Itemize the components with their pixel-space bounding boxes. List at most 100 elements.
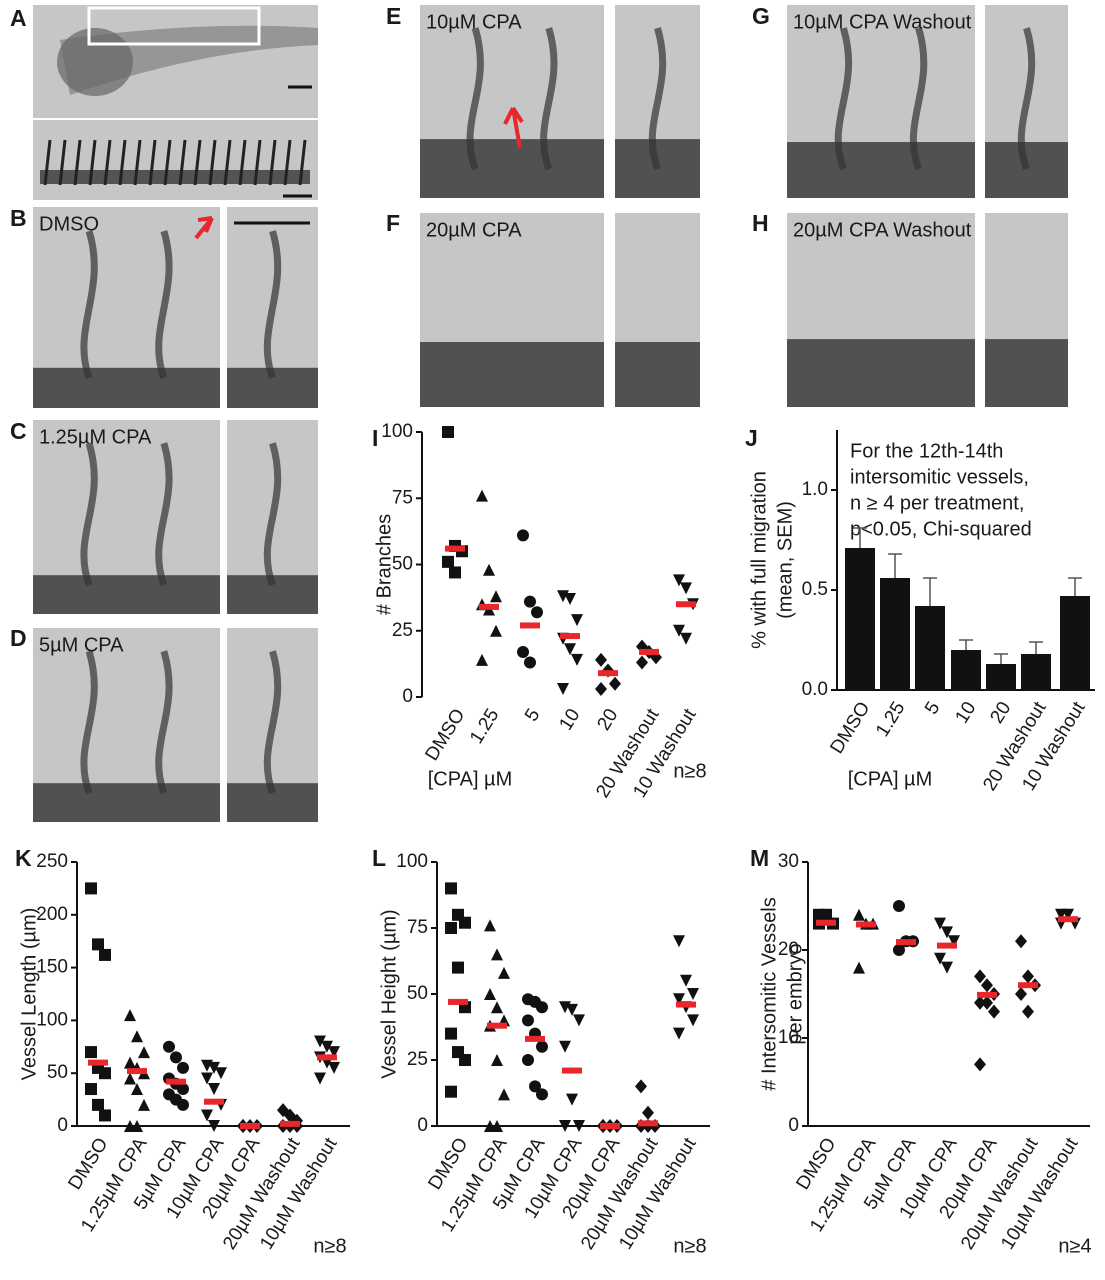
vessel <box>466 27 484 171</box>
data-point <box>1015 987 1027 1001</box>
vessel <box>909 27 928 171</box>
panel-label: 10µM CPA Washout <box>793 11 972 33</box>
tissue-band <box>33 367 220 408</box>
data-point <box>85 1083 97 1096</box>
data-point <box>941 926 953 939</box>
data-point <box>491 1054 503 1066</box>
mean-bar <box>598 670 618 677</box>
chart: M 0 10 20 30 # Intersomitic Vessels per embryo… <box>750 845 1092 1257</box>
panel-letter: A <box>10 5 27 31</box>
y-tick-label: 100 <box>36 1009 68 1030</box>
data-point <box>974 1057 986 1072</box>
bar <box>951 650 981 690</box>
data-point <box>1062 908 1074 921</box>
y-axis-label: Vessel Length (µm) <box>18 908 40 1081</box>
data-point <box>680 632 692 645</box>
y-tick-label: 25 <box>407 1049 428 1070</box>
data-point <box>1022 1004 1034 1019</box>
data-point <box>476 489 488 502</box>
data-point <box>934 952 946 965</box>
bar <box>1060 596 1090 690</box>
tissue-band <box>615 342 700 407</box>
data-point <box>138 1046 150 1059</box>
data-point <box>571 653 583 666</box>
data-point <box>673 574 685 587</box>
data-point <box>131 1030 143 1043</box>
y-axis-label: # Intersomitic Vessels <box>758 897 780 1090</box>
panel-letter: E <box>386 3 401 29</box>
data-point <box>484 919 496 932</box>
chart: J 0.0 0.5 1.0 % with full migration (mean, SE… <box>745 425 1095 795</box>
data-point <box>490 590 502 603</box>
data-point <box>163 1040 175 1053</box>
data-point <box>517 529 529 542</box>
y-tick-label: 0 <box>57 1115 68 1136</box>
panel-label: 1.25µM CPA <box>39 426 152 448</box>
y-tick-label: 0.0 <box>802 679 828 700</box>
vessel <box>263 230 282 380</box>
data-point <box>609 676 621 691</box>
data-point <box>524 656 536 669</box>
data-point <box>138 1098 150 1111</box>
data-point <box>893 900 905 912</box>
data-point <box>536 1088 548 1101</box>
mean-bar <box>816 919 836 926</box>
data-point <box>595 682 607 697</box>
data-point <box>177 1061 189 1074</box>
inset-box <box>87 6 261 46</box>
tissue-band <box>985 142 1068 198</box>
y-tick-label: 20 <box>778 939 799 960</box>
y-axis-label: Vessel Height (µm) <box>378 909 400 1078</box>
y-tick-label: 50 <box>407 983 428 1004</box>
panel-letter: L <box>372 845 386 871</box>
data-point <box>131 1083 143 1096</box>
error-bar <box>994 653 1008 664</box>
data-point <box>483 563 495 576</box>
tissue-band <box>33 575 220 614</box>
data-point <box>177 1098 189 1111</box>
mean-bar <box>676 601 696 608</box>
data-point <box>573 1014 585 1027</box>
data-point <box>314 1072 326 1085</box>
vessel <box>155 442 173 587</box>
panel-letter: M <box>750 845 769 871</box>
annotation: p<0.05, Chi-squared <box>850 518 1032 540</box>
data-point <box>92 938 104 951</box>
error-bar <box>888 553 902 578</box>
data-point <box>476 653 488 666</box>
sample-size-note: n≥8 <box>673 1235 706 1257</box>
red-arrow <box>194 216 214 240</box>
vessel <box>80 230 98 380</box>
data-point <box>673 1027 685 1040</box>
x-axis-label: [CPA] µM <box>428 768 513 790</box>
y-tick-label: 0 <box>417 1115 428 1136</box>
data-point <box>536 1001 548 1014</box>
x-tick-label: DMSO <box>826 698 874 757</box>
data-point <box>449 566 461 579</box>
data-point <box>208 1061 220 1074</box>
mean-bar <box>937 942 957 949</box>
annotation: intersomitic vessels, <box>850 466 1029 488</box>
mean-bar <box>520 622 540 629</box>
data-point <box>974 969 986 984</box>
panel-letter: C <box>10 418 27 444</box>
error-bar <box>1029 641 1043 654</box>
mean-bar <box>977 991 997 998</box>
annotation: For the 12th-14th <box>850 440 1003 462</box>
vessel <box>80 442 98 587</box>
y-tick-label: 200 <box>36 904 68 925</box>
y-tick-label: 25 <box>392 620 413 641</box>
data-point <box>124 1056 136 1069</box>
mean-bar <box>562 1067 582 1074</box>
vessel-array <box>43 139 307 186</box>
data-point <box>442 555 454 568</box>
panel-letter: J <box>745 425 758 451</box>
data-point <box>215 1067 227 1080</box>
data-point <box>893 944 905 956</box>
bar <box>915 606 945 690</box>
panel-label: 10µM CPA <box>426 11 522 33</box>
y-axis-label: (mean, SEM) <box>774 501 796 619</box>
y-tick-label: 10 <box>778 1027 799 1048</box>
sample-size-note: n≥4 <box>1058 1235 1091 1257</box>
